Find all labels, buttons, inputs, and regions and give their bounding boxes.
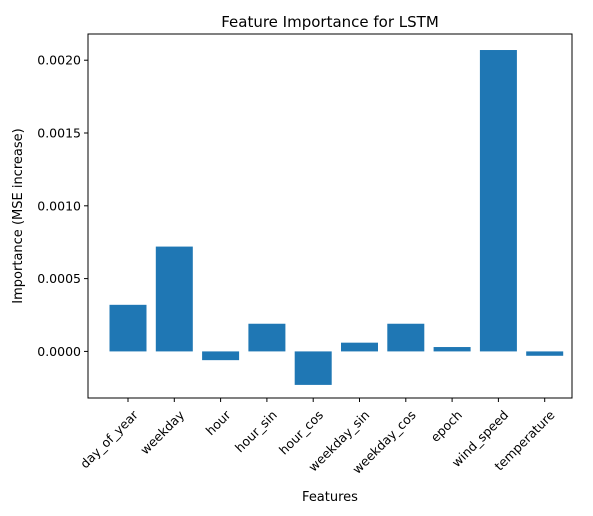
bar-weekday-cos — [387, 323, 425, 352]
bar-hour — [202, 351, 240, 361]
bar-weekday — [155, 246, 193, 352]
x-tick-label: hour_sin — [232, 407, 280, 455]
y-tick-label: 0.0020 — [37, 53, 81, 68]
y-tick-label: 0.0005 — [37, 271, 81, 286]
y-axis: 0.0000 0.0005 0.0010 0.0015 0.0020 — [37, 53, 88, 359]
x-tick-label: day_of_year — [77, 407, 142, 472]
y-tick-label: 0.0000 — [37, 344, 81, 359]
bars-group — [109, 50, 564, 385]
y-tick-label: 0.0015 — [37, 126, 81, 141]
bar-day-of-year — [109, 304, 147, 352]
chart-title: Feature Importance for LSTM — [221, 13, 439, 31]
bar-epoch — [433, 347, 471, 352]
x-tick-label: weekday — [137, 407, 188, 458]
y-tick-label: 0.0010 — [37, 198, 81, 213]
bar-hour-sin — [248, 323, 286, 352]
plot-frame — [87, 33, 573, 399]
bar-hour-cos — [294, 351, 332, 385]
x-axis-label: Features — [302, 490, 358, 505]
x-tick-label: hour — [203, 407, 234, 438]
bar-weekday-sin — [341, 342, 378, 352]
bar-wind-speed — [479, 50, 517, 352]
y-axis-label: Importance (MSE increase) — [11, 128, 26, 303]
x-tick-label: epoch — [427, 407, 465, 445]
bar-temperature — [526, 351, 564, 356]
